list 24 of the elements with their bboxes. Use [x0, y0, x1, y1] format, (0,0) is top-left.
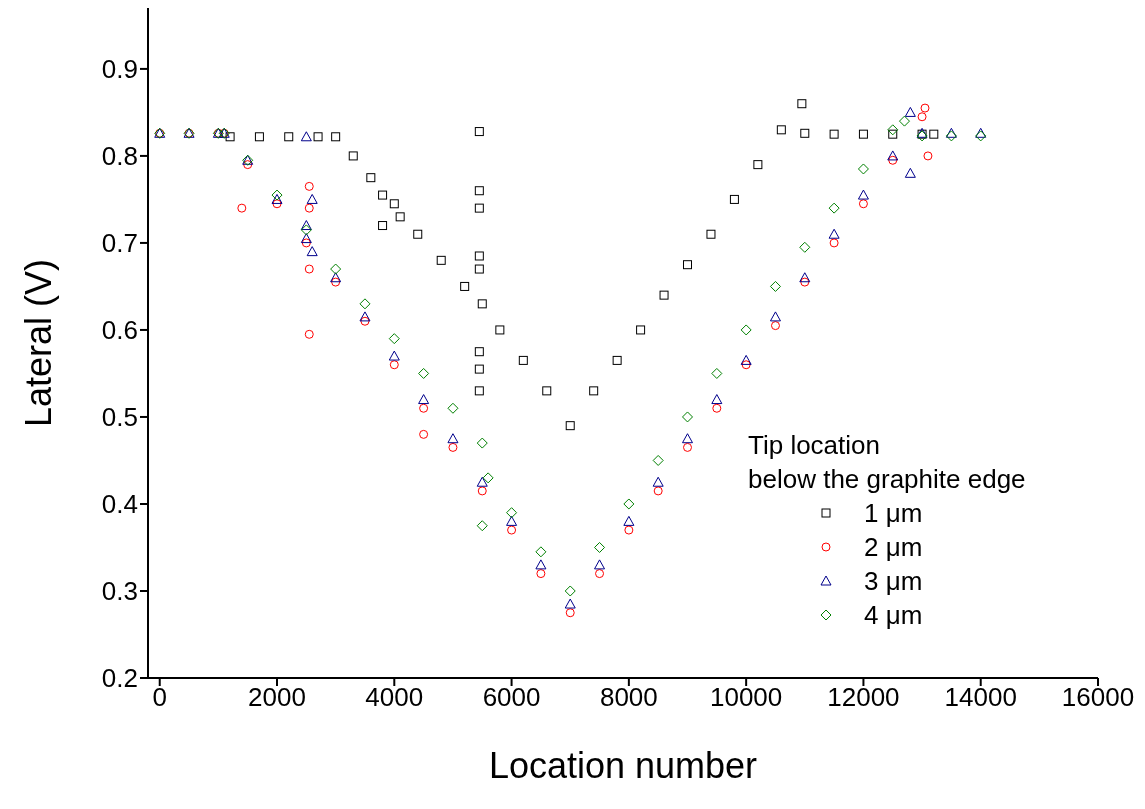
- legend-title: Tip location below the graphite edge: [748, 429, 1026, 496]
- x-tick-label: 12000: [827, 682, 900, 713]
- y-tick-label: 0.7: [101, 228, 138, 259]
- x-tick-label: 14000: [944, 682, 1017, 713]
- x-tick-label: 10000: [709, 682, 783, 713]
- y-tick-label: 0.9: [101, 54, 138, 85]
- x-tick-label: 0: [152, 682, 167, 713]
- y-tick-label: 0.6: [101, 315, 138, 346]
- y-tick-label: 0.8: [101, 141, 138, 172]
- legend-label: 4 μm: [864, 599, 923, 632]
- legend-label: 3 μm: [864, 565, 923, 598]
- x-tick-label: 6000: [482, 682, 541, 713]
- y-tick-label: 0.3: [101, 576, 138, 607]
- x-tick-label: 2000: [248, 682, 306, 713]
- y-axis-title: Lateral (V): [17, 258, 59, 428]
- y-tick-label: 0.5: [101, 402, 138, 433]
- legend-label: 1 μm: [864, 497, 923, 530]
- x-tick-label: 16000: [1061, 682, 1135, 713]
- legend-label: 2 μm: [864, 531, 923, 564]
- y-tick-label: 0.2: [101, 663, 138, 694]
- x-tick-label: 4000: [365, 682, 424, 713]
- x-tick-label: 8000: [599, 682, 658, 713]
- y-tick-label: 0.4: [101, 489, 138, 520]
- x-axis-title: Location number: [488, 745, 758, 786]
